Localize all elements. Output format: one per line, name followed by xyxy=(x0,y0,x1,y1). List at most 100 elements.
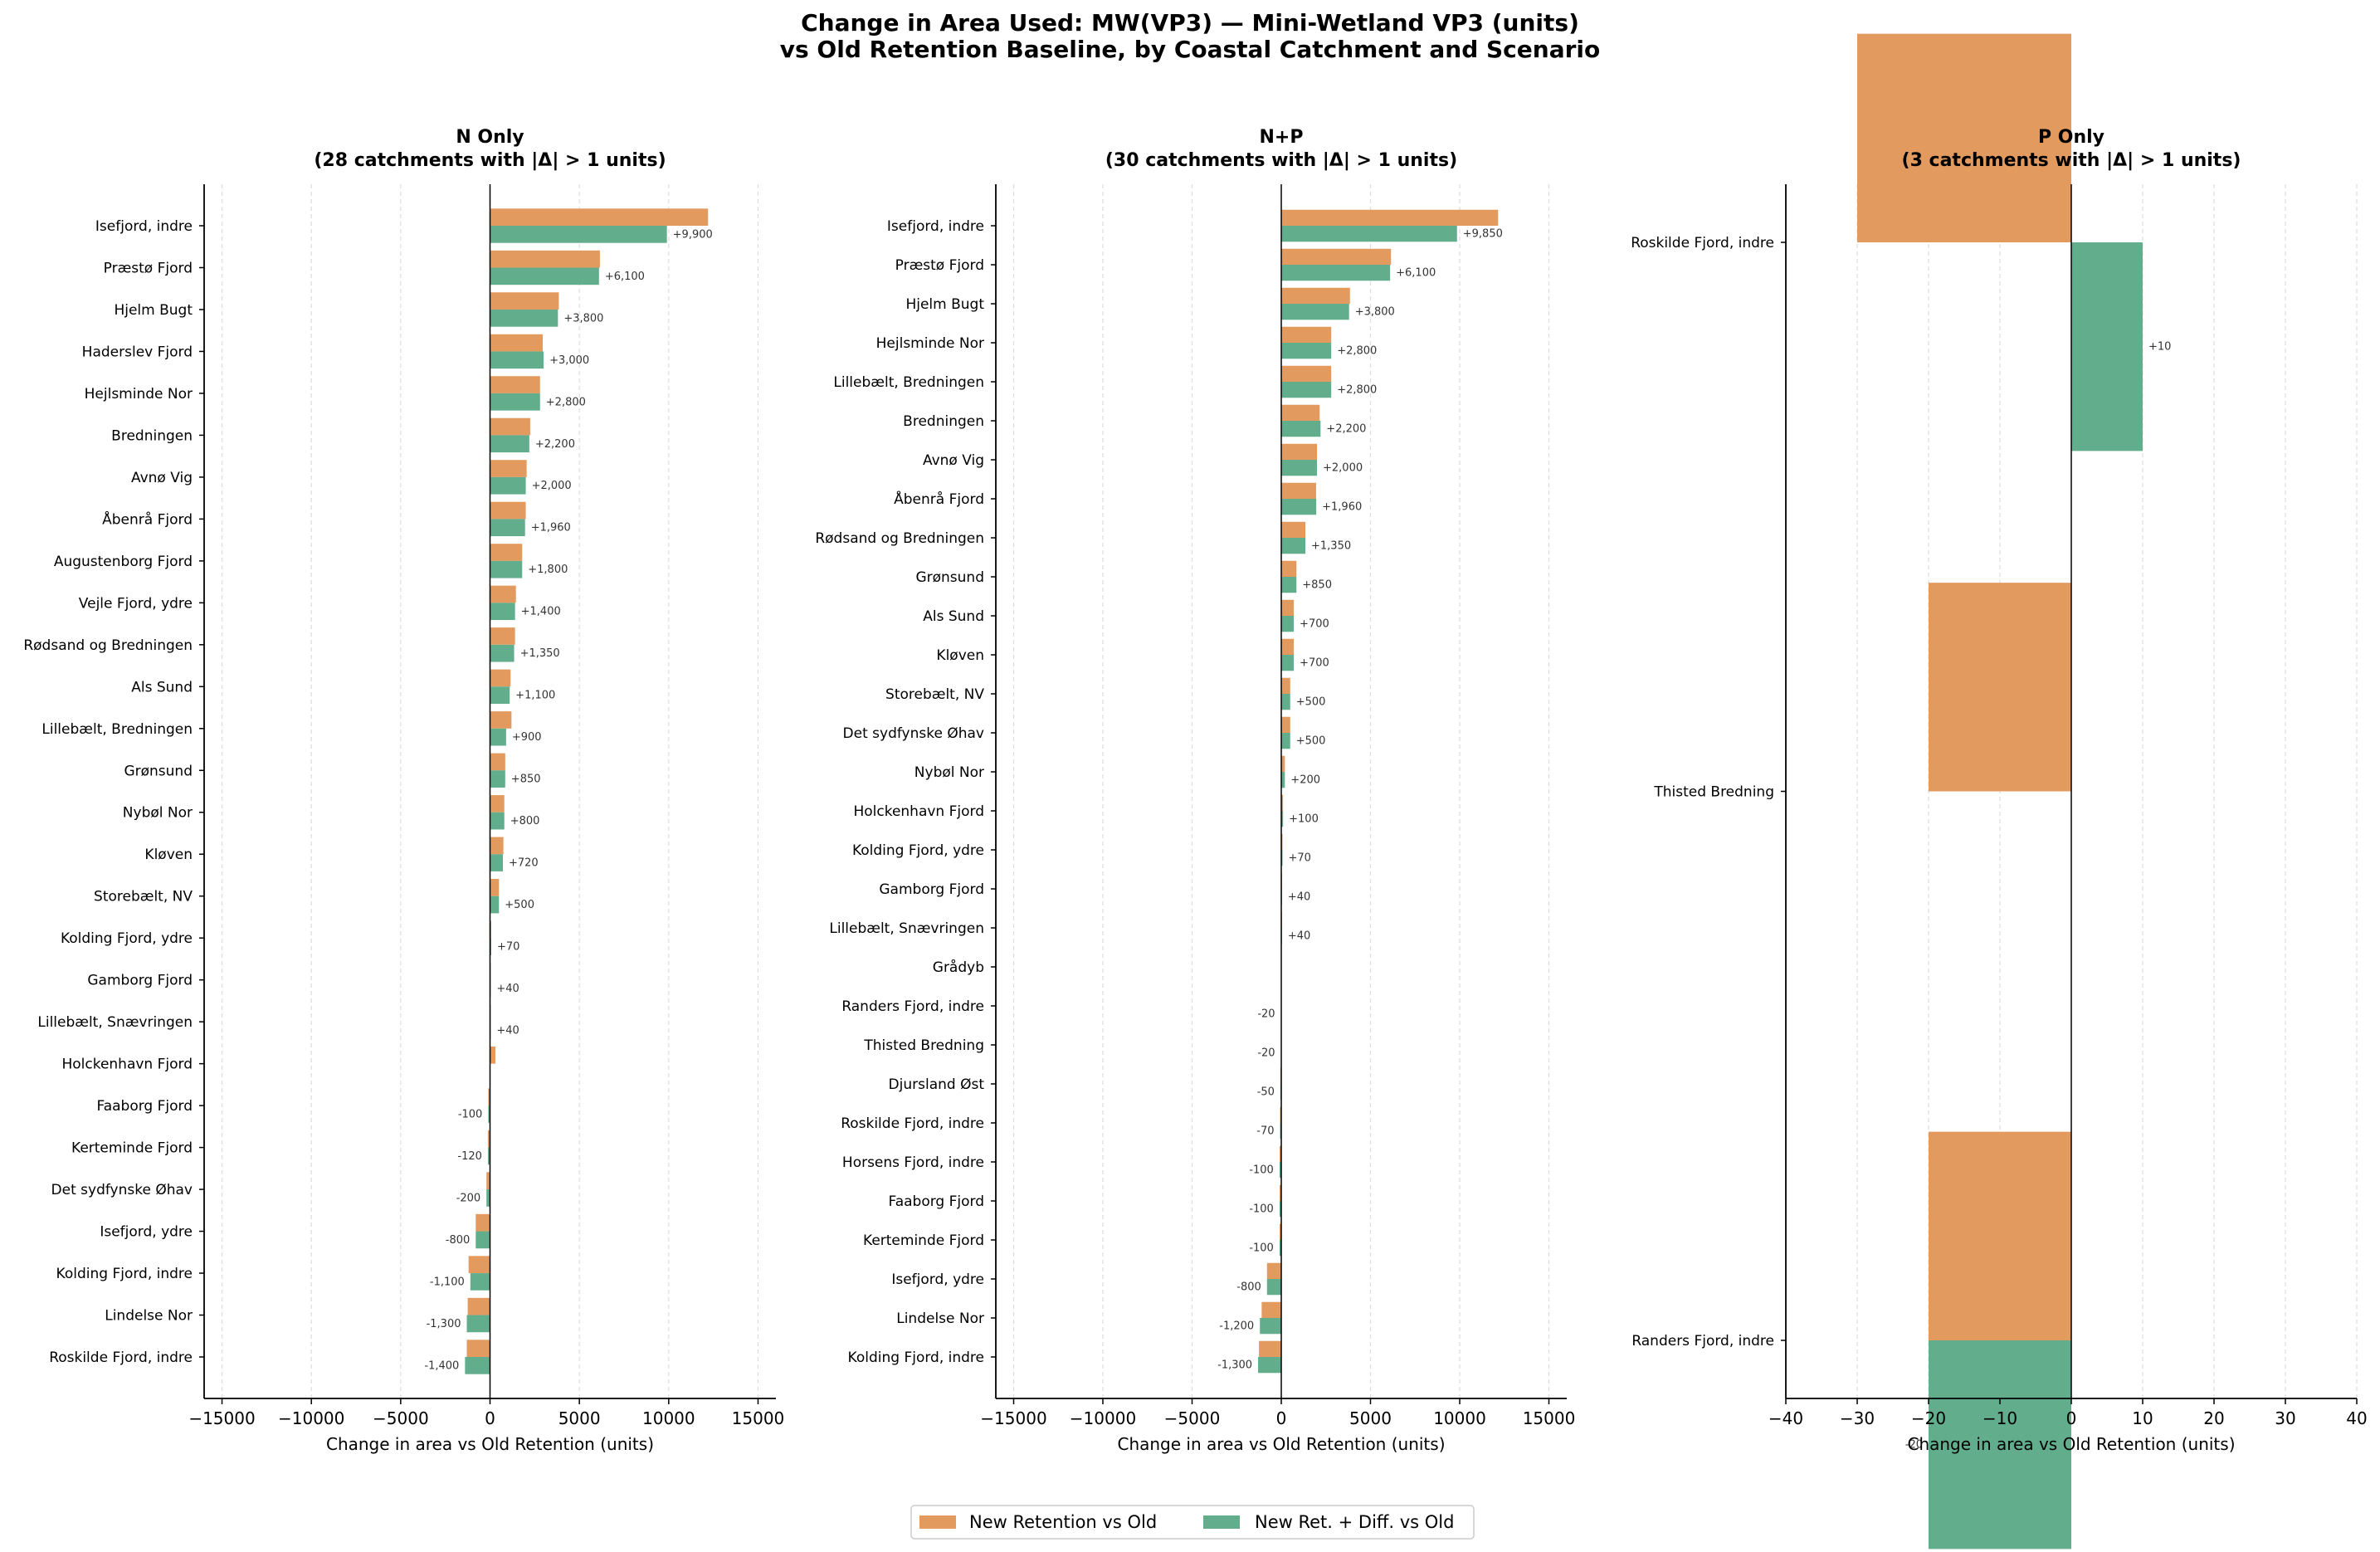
value-label: -1,100 xyxy=(430,1276,465,1288)
x-tick-label: −10 xyxy=(1983,1408,2017,1428)
bar-new-retention xyxy=(490,627,515,645)
category-label: Det sydfynske Øhav xyxy=(51,1182,193,1198)
value-label: +3,000 xyxy=(549,354,589,367)
bar-new-retention xyxy=(1281,326,1332,343)
bar-new-retention xyxy=(490,585,516,603)
bar-new-ret-diff xyxy=(1281,616,1295,632)
category-label: Storebælt, NV xyxy=(94,889,193,905)
category-label: Præstø Fjord xyxy=(104,260,193,276)
bar-new-ret-diff xyxy=(490,644,515,662)
value-label: +1,400 xyxy=(521,606,561,618)
category-label: Det sydfynske Øhav xyxy=(843,725,984,742)
value-label: +1,350 xyxy=(520,647,560,660)
bar-new-ret-diff xyxy=(490,812,505,830)
bar-new-ret-diff xyxy=(490,686,510,704)
bar-new-ret-diff xyxy=(490,770,505,788)
x-tick-label: 30 xyxy=(2275,1408,2295,1428)
legend-label-new-ret-diff: New Ret. + Diff. vs Old xyxy=(1255,1512,1454,1532)
panel-title: N Only xyxy=(456,127,524,148)
value-label: +720 xyxy=(509,857,539,870)
bar-new-retention xyxy=(1281,287,1350,304)
bar-new-ret-diff xyxy=(1280,1123,1281,1140)
value-label: +3,800 xyxy=(1355,306,1395,319)
category-label: Thisted Bredning xyxy=(1653,784,1774,801)
bar-new-ret-diff xyxy=(1929,1340,2071,1550)
bar-new-ret-diff xyxy=(490,896,500,914)
category-label: Holckenhavn Fjord xyxy=(61,1057,193,1073)
category-label: Randers Fjord, indre xyxy=(1631,1333,1774,1349)
category-label: Augustenborg Fjord xyxy=(54,554,193,570)
x-tick-label: −5000 xyxy=(1164,1408,1221,1428)
x-axis-label: Change in area vs Old Retention (units) xyxy=(326,1434,654,1454)
bar-new-ret-diff xyxy=(1281,382,1332,398)
legend-label-new-retention: New Retention vs Old xyxy=(969,1512,1157,1532)
x-tick-label: 15000 xyxy=(1523,1408,1576,1428)
value-label: +500 xyxy=(1296,696,1326,709)
value-label: +200 xyxy=(1290,774,1320,787)
bar-new-retention xyxy=(1259,1340,1281,1357)
category-label: Rødsand og Bredningen xyxy=(815,530,984,547)
value-label: -20 xyxy=(1905,1439,1923,1452)
bar-new-retention xyxy=(490,837,504,855)
value-label: -200 xyxy=(456,1192,481,1204)
bar-new-ret-diff xyxy=(2071,242,2143,451)
value-label: -1,200 xyxy=(1219,1320,1254,1333)
bar-new-retention xyxy=(490,544,523,561)
bar-new-retention xyxy=(488,1088,490,1106)
bar-new-ret-diff xyxy=(490,351,544,369)
x-axis-label: Change in area vs Old Retention (units) xyxy=(1907,1434,2235,1454)
bar-new-ret-diff xyxy=(1266,1279,1281,1296)
bar-new-ret-diff xyxy=(1281,421,1321,437)
bar-new-ret-diff xyxy=(490,560,523,578)
legend: New Retention vs Old New Ret. + Diff. vs… xyxy=(910,1505,1475,1540)
legend-frame xyxy=(910,1505,1475,1540)
x-tick-label: −20 xyxy=(1911,1408,1946,1428)
bar-new-ret-diff xyxy=(490,393,540,411)
category-label: Nybøl Nor xyxy=(123,805,193,822)
bar-new-retention xyxy=(1857,33,2071,242)
bar-new-retention xyxy=(1279,1184,1281,1201)
bar-new-retention xyxy=(1281,560,1297,577)
value-label: +1,800 xyxy=(528,564,568,576)
value-label: +70 xyxy=(1289,852,1311,865)
bar-new-ret-diff xyxy=(1279,1162,1281,1179)
bar-new-ret-diff xyxy=(470,1273,490,1291)
x-tick-label: 20 xyxy=(2203,1408,2224,1428)
category-label: Kerteminde Fjord xyxy=(863,1232,984,1249)
category-label: Kolding Fjord, indre xyxy=(56,1266,193,1282)
bar-new-retention xyxy=(476,1213,490,1232)
category-label: Avnø Vig xyxy=(131,470,193,486)
category-label: Præstø Fjord xyxy=(895,257,984,274)
category-label: Lillebælt, Snævringen xyxy=(829,920,984,937)
category-label: Grønsund xyxy=(124,763,193,779)
bar-new-ret-diff xyxy=(490,519,525,537)
bar-new-retention xyxy=(490,208,709,226)
category-label: Bredningen xyxy=(111,427,193,444)
bar-new-retention xyxy=(1281,365,1332,382)
category-label: Grønsund xyxy=(915,569,984,586)
x-tick-label: 0 xyxy=(485,1408,495,1428)
bar-new-retention xyxy=(1281,209,1499,226)
bar-new-retention xyxy=(1281,248,1392,265)
category-label: Isefjord, indre xyxy=(887,218,984,235)
x-tick-label: 10 xyxy=(2132,1408,2153,1428)
category-label: Rødsand og Bredningen xyxy=(23,637,193,654)
panel-subtitle: (3 catchments with |Δ| > 1 units) xyxy=(1902,150,2241,171)
bar-new-ret-diff xyxy=(1281,811,1284,827)
bar-new-retention xyxy=(1279,1223,1281,1240)
category-label: Nybøl Nor xyxy=(914,764,984,781)
category-label: Hjelm Bugt xyxy=(905,296,984,313)
panel-subtitle: (30 catchments with |Δ| > 1 units) xyxy=(1105,150,1457,171)
category-label: Bredningen xyxy=(903,413,984,430)
category-label: Lillebælt, Bredningen xyxy=(41,721,193,738)
bar-new-ret-diff xyxy=(490,226,667,243)
x-tick-label: −30 xyxy=(1840,1408,1875,1428)
panel-p-only: +10 -20 Roskilde Fjord, indre Thisted Bredn… xyxy=(1631,33,2368,1550)
category-label: Kolding Fjord, ydre xyxy=(852,842,984,859)
bar-new-retention xyxy=(466,1340,490,1357)
category-label: Isefjord, indre xyxy=(95,218,193,235)
category-label: Kolding Fjord, indre xyxy=(848,1349,984,1366)
x-tick-label: 5000 xyxy=(1349,1408,1392,1428)
bar-new-ret-diff xyxy=(1258,1357,1281,1374)
category-label: Als Sund xyxy=(131,679,193,695)
